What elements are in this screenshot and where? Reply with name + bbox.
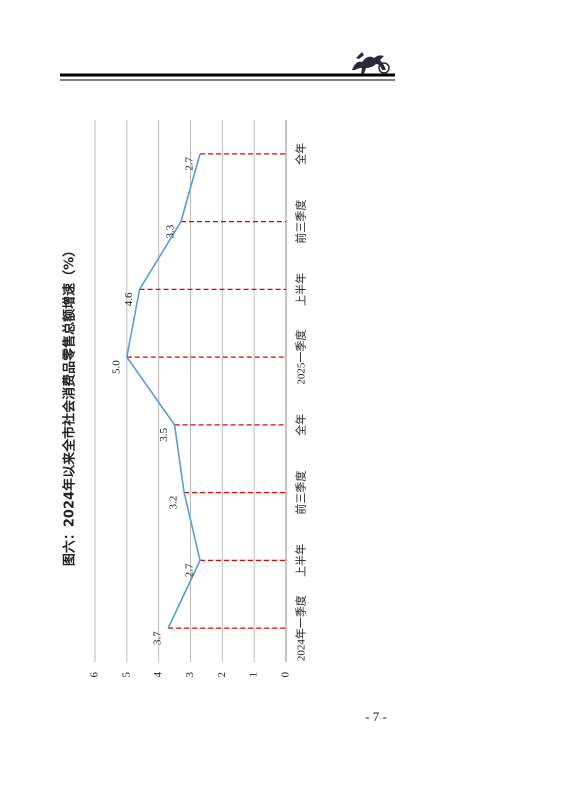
x-tick-label: 上半年: [294, 544, 308, 577]
y-tick-label: 4: [152, 672, 164, 678]
series-line: [125, 153, 201, 629]
y-tick-label: 5: [120, 672, 132, 678]
y-tick-label: 3: [184, 672, 196, 678]
y-tick-label: 6: [89, 672, 101, 678]
data-label: 2.7: [184, 563, 196, 577]
x-tick-label: 2025一季度: [294, 330, 308, 385]
x-tick-label: 上半年: [294, 273, 308, 306]
data-label: 4.6: [123, 292, 135, 306]
y-tick-label: 2: [216, 672, 228, 678]
x-tick-label: 前三季度: [294, 471, 308, 515]
data-label: 3.2: [168, 496, 180, 510]
logo: [352, 52, 390, 74]
y-tick-label: 1: [248, 672, 260, 678]
data-label: 3.7: [152, 631, 164, 645]
data-label: 3.5: [158, 428, 170, 442]
x-tick-label: 全年: [294, 143, 308, 165]
x-tick-label: 2024年一季度: [294, 595, 308, 661]
data-label: 3.3: [164, 224, 176, 238]
y-tick-label: 0: [280, 672, 292, 678]
chart: 图六：2024年以来全市社会消费品零售总额增速（%） 0 1 2 3 4 5 6 2024年一…: [62, 120, 308, 678]
page-number: - 7 -: [365, 709, 387, 724]
x-tick-label: 全年: [294, 414, 308, 436]
chart-title: 图六：2024年以来全市社会消费品零售总额增速（%）: [62, 244, 78, 566]
data-label: 5.0: [110, 360, 122, 374]
data-label: 2.7: [184, 157, 196, 171]
x-tick-label: 前三季度: [294, 200, 308, 244]
